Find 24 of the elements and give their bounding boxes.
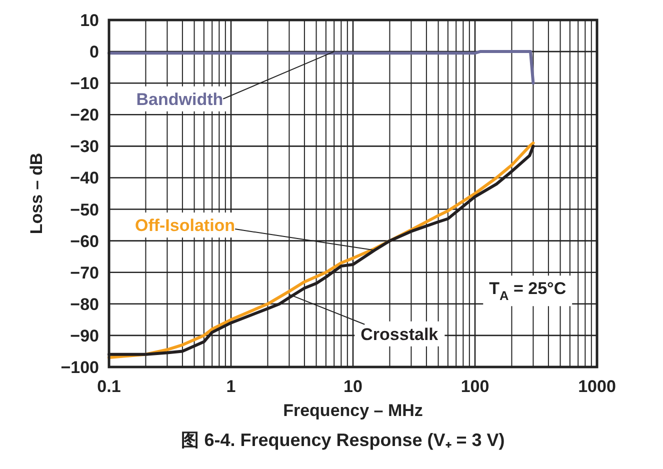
x-tick-label: 0.1 bbox=[97, 377, 121, 396]
text: Crosstalk bbox=[360, 324, 439, 344]
y-tick-label: −50 bbox=[70, 200, 99, 219]
y-tick-label: −100 bbox=[60, 358, 99, 376]
y-tick-label: −30 bbox=[70, 136, 99, 156]
x-tick-label: 1 bbox=[226, 377, 236, 396]
y-tick-label: −40 bbox=[70, 168, 99, 188]
y-tick-label: −60 bbox=[70, 231, 99, 250]
x-tick-label: 10 bbox=[344, 377, 362, 396]
x-axis-title: Frequency – MHz bbox=[283, 401, 423, 420]
x-tick-label: 100 bbox=[460, 377, 490, 396]
y-tick-label: 10 bbox=[80, 10, 99, 30]
y-tick-label: −80 bbox=[70, 294, 99, 314]
y-tick-label: −10 bbox=[70, 74, 99, 93]
text: 图 6-4. Frequency Response (V₊ = 3 V) bbox=[181, 430, 505, 450]
y-tick-label: −90 bbox=[70, 326, 99, 345]
text: Off-Isolation bbox=[134, 216, 236, 235]
x-tick-label: 1000 bbox=[578, 377, 616, 396]
annotation: T$_{A}$ = 25°C bbox=[489, 278, 566, 304]
y-axis-title: Loss – dB bbox=[27, 152, 46, 234]
y-tick-label: −20 bbox=[70, 105, 99, 124]
y-tick-label: −70 bbox=[70, 262, 99, 282]
text: Bandwidth bbox=[136, 89, 224, 108]
y-tick-label: 0 bbox=[90, 42, 99, 62]
